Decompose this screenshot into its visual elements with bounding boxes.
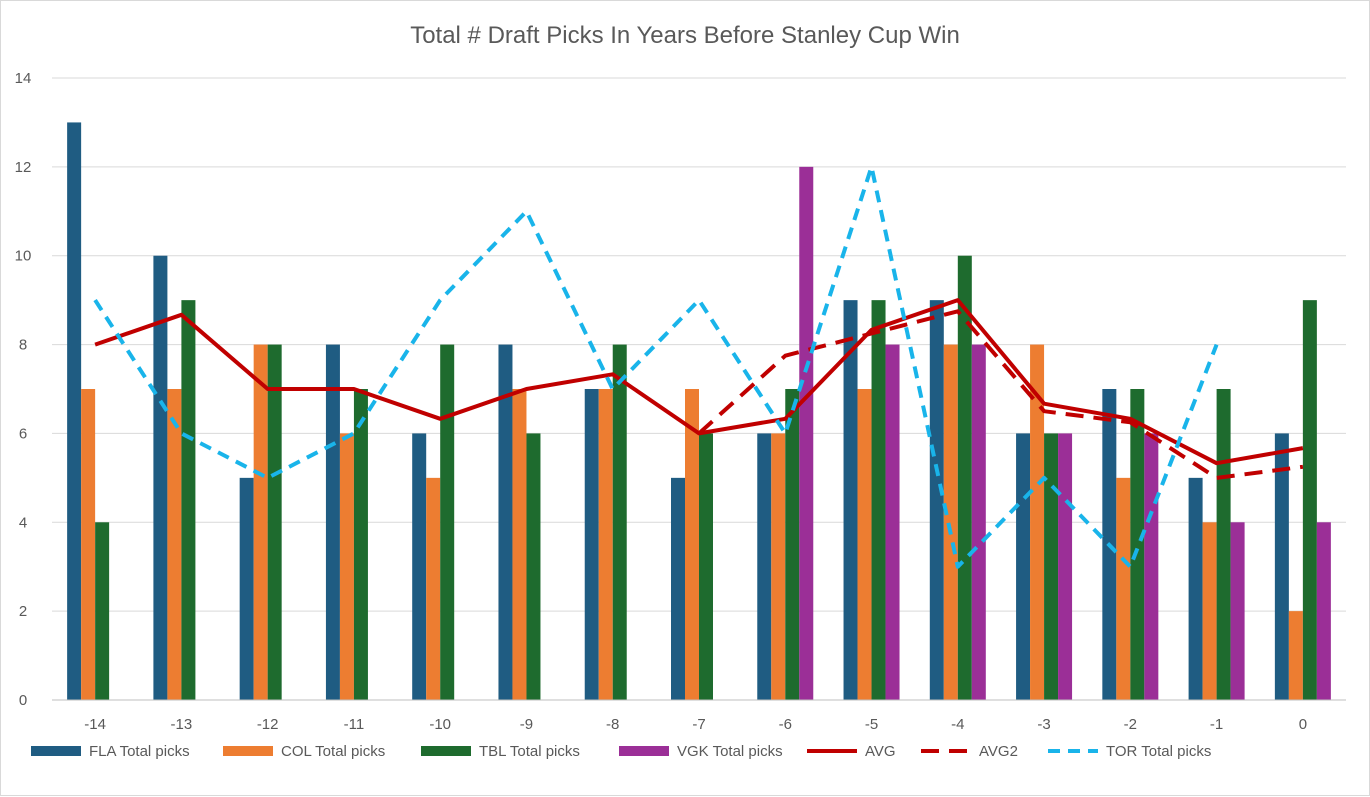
y-tick-label: 10	[15, 248, 32, 265]
legend-label-avg: AVG	[865, 743, 896, 760]
bar-col-total-picks	[943, 344, 958, 700]
bar-fla-total-picks	[1188, 477, 1203, 700]
bar-col-total-picks	[1030, 344, 1045, 700]
bar-tbl-total-picks	[699, 433, 713, 700]
bar-fla-total-picks	[153, 255, 168, 700]
x-tick-label: -14	[84, 716, 106, 733]
bar-tbl-total-picks	[1302, 300, 1317, 700]
line-series	[93, 164, 1304, 569]
bar-col-total-picks	[426, 477, 441, 700]
bar-tbl-total-picks	[785, 389, 800, 700]
x-tick-label: -3	[1037, 716, 1050, 733]
x-tick-label: -8	[606, 716, 619, 733]
bar-vgk-total-picks	[971, 344, 986, 700]
bar-fla-total-picks	[671, 477, 685, 700]
x-tick-label: -1	[1210, 716, 1223, 733]
bar-tbl-total-picks	[1044, 433, 1059, 700]
y-tick-label: 12	[15, 159, 32, 176]
legend-label-tor-total-picks: TOR Total picks	[1106, 743, 1211, 760]
x-axis-ticks: -14 -13 -12 -11 -10 -9 -8 -7 -6 -5 -4 -3 -2 -1 0	[84, 716, 1307, 733]
bar-tbl-total-picks	[267, 344, 282, 700]
bar-col-total-picks	[512, 389, 527, 700]
legend-swatch-fla-total-picks	[31, 746, 81, 756]
bar-col-total-picks	[1116, 477, 1131, 700]
bar-fla-total-picks	[412, 433, 427, 700]
legend-label-fla-total-picks: FLA Total picks	[89, 743, 190, 760]
bar-tbl-total-picks	[1130, 389, 1145, 700]
bar-fla-total-picks	[498, 344, 513, 700]
x-tick-label: -11	[344, 716, 365, 733]
bar-tbl-total-picks	[353, 389, 368, 700]
bar-vgk-total-picks	[885, 344, 900, 700]
y-axis-ticks: 0 2 4 6 8 10 12 14	[15, 70, 32, 709]
legend-label-tbl-total-picks: TBL Total picks	[479, 743, 580, 760]
legend-label-avg2: AVG2	[979, 743, 1018, 760]
bar-fla-total-picks	[1274, 433, 1289, 700]
bars	[67, 122, 1331, 700]
bar-vgk-total-picks	[799, 166, 814, 700]
legend-swatch-col-total-picks	[223, 746, 273, 756]
bar-col-total-picks	[1288, 611, 1303, 700]
legend-label-vgk-total-picks: VGK Total picks	[677, 743, 783, 760]
line-avg2	[697, 309, 1304, 480]
legend-swatch-tbl-total-picks	[421, 746, 471, 756]
bar-tbl-total-picks	[1216, 389, 1231, 700]
bar-fla-total-picks	[239, 477, 254, 700]
x-tick-label: -12	[257, 716, 279, 733]
bar-tbl-total-picks	[440, 344, 455, 700]
line-tor-total-picks	[93, 164, 1219, 569]
y-tick-label: 14	[15, 70, 32, 87]
bar-tbl-total-picks	[957, 255, 972, 700]
legend: FLA Total picks COL Total picks TBL Total …	[31, 743, 1211, 760]
bar-tbl-total-picks	[181, 300, 196, 700]
bar-col-total-picks	[1202, 522, 1217, 700]
bar-col-total-picks	[857, 389, 872, 700]
bar-col-total-picks	[167, 389, 182, 700]
y-tick-label: 6	[19, 425, 27, 442]
bar-fla-total-picks	[67, 122, 82, 700]
bar-fla-total-picks	[757, 433, 772, 700]
bar-tbl-total-picks	[526, 433, 541, 700]
legend-swatch-vgk-total-picks	[619, 746, 669, 756]
y-tick-label: 2	[19, 603, 27, 620]
bar-vgk-total-picks	[1316, 522, 1331, 700]
x-tick-label: -5	[865, 716, 878, 733]
bar-col-total-picks	[253, 344, 268, 700]
bar-vgk-total-picks	[1230, 522, 1245, 700]
bar-col-total-picks	[81, 389, 96, 700]
bar-col-total-picks	[685, 389, 699, 700]
bar-col-total-picks	[339, 433, 354, 700]
chart-title: Total # Draft Picks In Years Before Stan…	[410, 22, 960, 49]
bar-fla-total-picks	[325, 344, 340, 700]
bar-tbl-total-picks	[871, 300, 886, 700]
bar-fla-total-picks	[843, 300, 858, 700]
bar-fla-total-picks	[929, 300, 944, 700]
bar-col-total-picks	[598, 389, 613, 700]
y-tick-label: 8	[19, 337, 27, 354]
legend-label-col-total-picks: COL Total picks	[281, 743, 385, 760]
bar-col-total-picks	[771, 433, 786, 700]
x-tick-label: -2	[1124, 716, 1137, 733]
x-tick-label: -4	[951, 716, 964, 733]
y-tick-label: 0	[19, 692, 27, 709]
x-tick-label: -13	[171, 716, 193, 733]
bar-tbl-total-picks	[95, 522, 110, 700]
bar-vgk-total-picks	[1058, 433, 1073, 700]
x-tick-label: 0	[1299, 716, 1307, 733]
bar-fla-total-picks	[584, 389, 599, 700]
bar-fla-total-picks	[1016, 433, 1031, 700]
x-tick-label: -6	[779, 716, 792, 733]
y-tick-label: 4	[19, 514, 27, 531]
x-tick-label: -7	[692, 716, 705, 733]
x-tick-label: -9	[520, 716, 533, 733]
bar-vgk-total-picks	[1144, 433, 1159, 700]
bar-tbl-total-picks	[612, 344, 627, 700]
x-tick-label: -10	[429, 716, 451, 733]
